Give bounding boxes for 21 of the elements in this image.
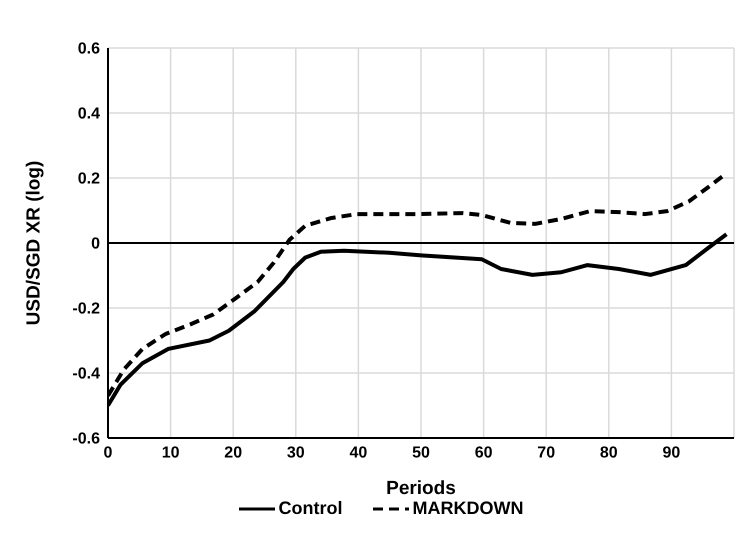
legend-label: Control: [278, 498, 342, 519]
x-tick-label: 90: [662, 444, 680, 462]
x-tick-label: 10: [162, 444, 180, 462]
x-tick-label: 60: [474, 444, 493, 462]
y-tick-label: 0.4: [78, 106, 100, 123]
y-tick-label: -0.4: [72, 366, 100, 383]
x-tick-label: 70: [537, 444, 556, 462]
y-tick-label: 0.6: [78, 40, 100, 58]
x-tick-label: 20: [224, 444, 242, 462]
y-tick-label: -0.6: [72, 430, 100, 448]
y-tick-label: 0: [91, 236, 100, 253]
legend-label: MARKDOWN: [412, 498, 524, 519]
x-tick-label: 80: [600, 444, 618, 462]
x-tick-label: 30: [286, 444, 305, 462]
y-axis-title: USD/SGD XR (log): [24, 160, 45, 326]
y-tick-label: 0.2: [78, 170, 100, 188]
x-tick-label: 0: [104, 444, 113, 462]
x-tick-label: 40: [350, 444, 368, 462]
y-tick-label: -0.2: [72, 300, 100, 318]
x-tick-label: 50: [412, 444, 430, 462]
x-axis-title: Periods: [386, 478, 456, 499]
